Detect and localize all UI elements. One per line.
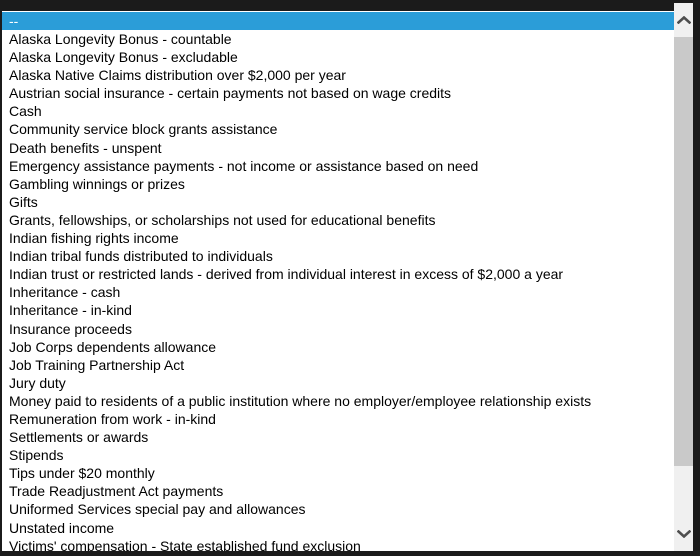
option-item[interactable]: Unstated income: [9, 519, 115, 536]
option-item[interactable]: Tips under $20 monthly: [9, 465, 155, 482]
option-item[interactable]: Job Training Partnership Act: [9, 356, 185, 373]
option-item[interactable]: Inheritance - in-kind: [9, 302, 132, 319]
option-item[interactable]: Alaska Longevity Bonus - excludable: [9, 49, 238, 66]
option-item[interactable]: Emergency assistance payments - not inco…: [9, 157, 479, 174]
option-item[interactable]: Uniformed Services special pay and allow…: [9, 501, 306, 518]
option-item[interactable]: Job Corps dependents allowance: [9, 338, 217, 355]
option-item[interactable]: Gifts: [9, 193, 38, 210]
option-item[interactable]: Austrian social insurance - certain paym…: [9, 85, 452, 102]
option-item[interactable]: Alaska Longevity Bonus - countable: [9, 31, 232, 47]
option-item[interactable]: Grants, fellowships, or scholarships not…: [9, 211, 436, 228]
option-item[interactable]: Death benefits - unspent: [9, 139, 162, 156]
option-list: -- Alaska Longevity Bonus - countable Ala…: [2, 11, 674, 551]
option-item[interactable]: Jury duty: [9, 374, 66, 391]
scrollbar-up-button[interactable]: [674, 3, 693, 37]
option-item[interactable]: Remuneration from work - in-kind: [9, 410, 216, 427]
option-item[interactable]: Indian trust or restricted lands - deriv…: [9, 266, 564, 283]
option-item[interactable]: Alaska Native Claims distribution over $…: [9, 67, 346, 84]
scrollbar-down-button[interactable]: [674, 517, 693, 551]
chevron-down-icon: [676, 530, 691, 538]
option-item[interactable]: Inheritance - cash: [9, 284, 121, 301]
option-item[interactable]: Victims' compensation - State establishe…: [9, 537, 361, 551]
scrollbar-thumb[interactable]: [674, 37, 693, 466]
option-item[interactable]: Stipends: [9, 447, 64, 464]
chevron-up-icon: [676, 16, 691, 24]
option-item[interactable]: Insurance proceeds: [9, 320, 132, 337]
option-item[interactable]: Money paid to residents of a public inst…: [9, 392, 592, 409]
option-item[interactable]: Settlements or awards: [9, 429, 149, 446]
option-item[interactable]: Cash: [9, 103, 42, 120]
option-item[interactable]: Community service block grants assistanc…: [9, 121, 278, 138]
option-item[interactable]: Indian tribal funds distributed to indiv…: [9, 248, 273, 265]
option-item[interactable]: Indian fishing rights income: [9, 230, 179, 247]
scrollbar[interactable]: [674, 3, 693, 551]
option-item[interactable]: Trade Readjustment Act payments: [9, 483, 224, 500]
option-item[interactable]: Gambling winnings or prizes: [9, 175, 185, 192]
option-selected[interactable]: --: [2, 12, 674, 30]
